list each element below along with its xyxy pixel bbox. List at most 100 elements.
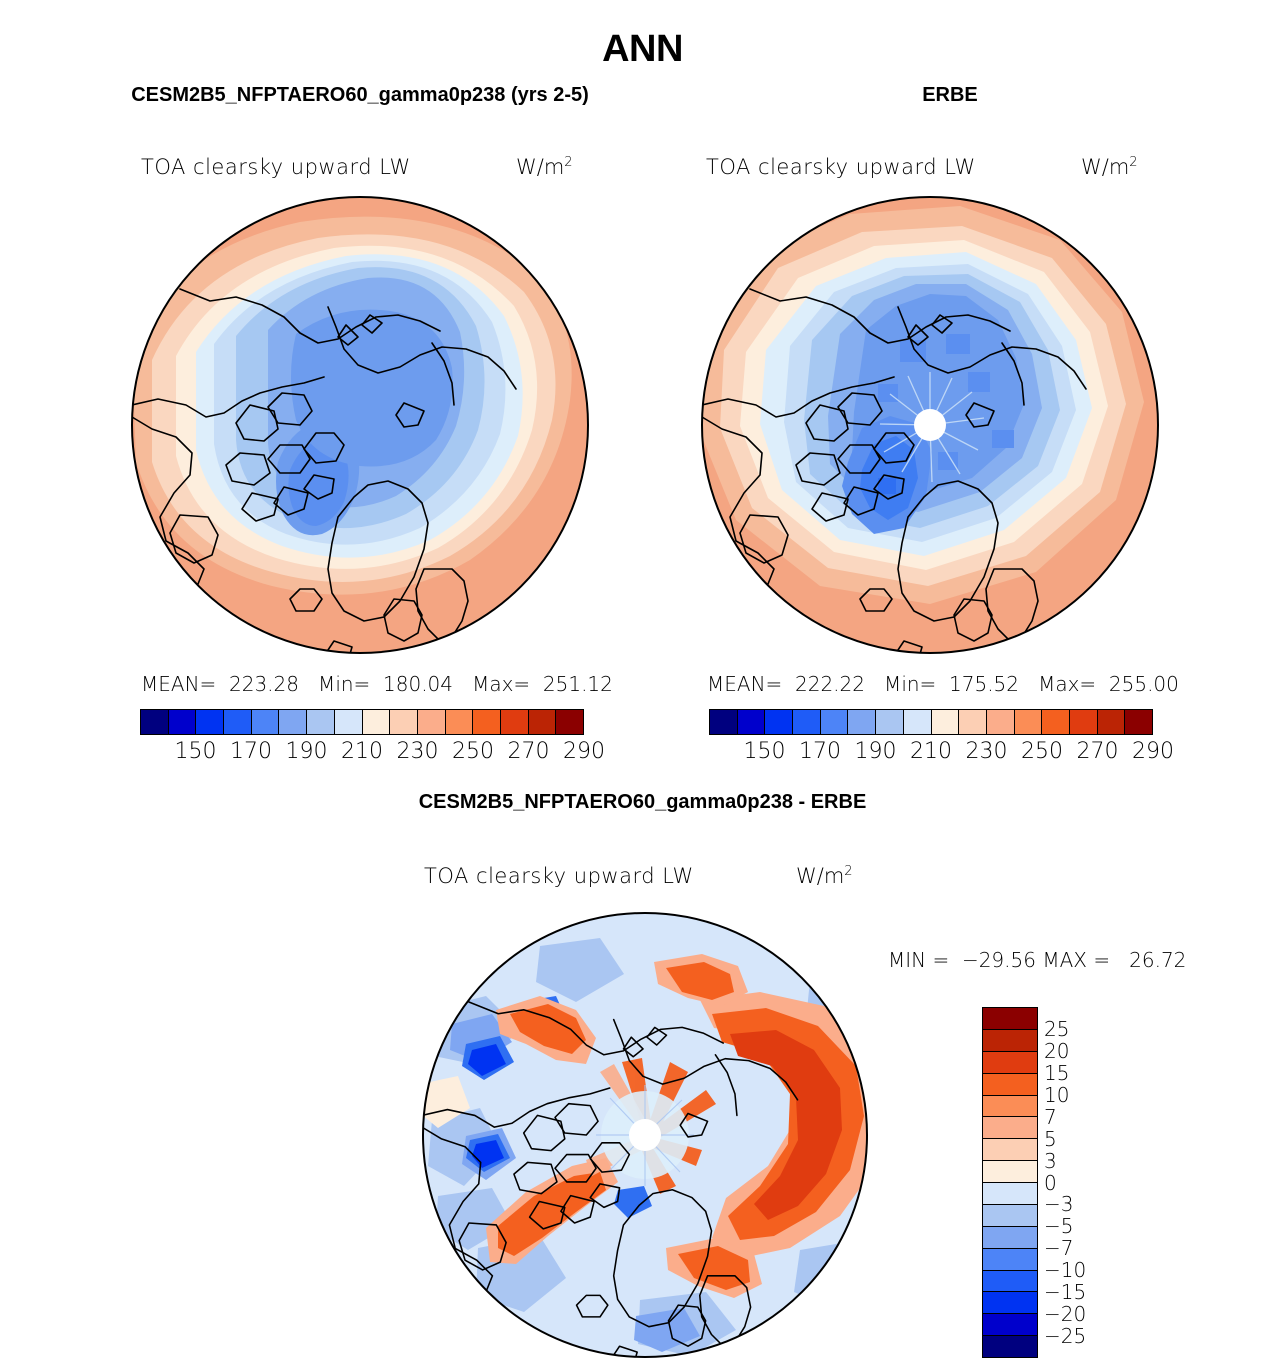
colorbar-cell: [444, 710, 473, 734]
colorbar-tick-label: 230: [965, 739, 1008, 764]
colorbar-tick-label: 290: [563, 739, 605, 764]
page-title: ANN: [602, 28, 683, 70]
colorbar-tick-label: −3: [1044, 1192, 1074, 1217]
right-variable-label: TOA clearsky upward LW: [706, 155, 976, 179]
colorbar-tick-label: −25: [1044, 1324, 1087, 1349]
colorbar-cell: [527, 710, 556, 734]
colorbar-tick-label: 190: [854, 739, 897, 764]
colorbar-tick-label: 7: [1044, 1104, 1057, 1129]
diff-units-text: W/m: [796, 864, 845, 888]
right-pole-data-gap: [914, 409, 946, 441]
colorbar-tick-label: 210: [341, 739, 383, 764]
colorbar-cell: [389, 710, 417, 734]
right-colorbar-labels: 150 170 190 210 230 250 270 290: [709, 739, 1175, 769]
colorbar-cell: [223, 710, 251, 734]
diff-pole-data-gap: [629, 1119, 661, 1151]
colorbar-cell: [875, 710, 903, 734]
colorbar-cell: [847, 710, 876, 734]
left-panel-title: CESM2B5_NFPTAERO60_gamma0p238 (yrs 2-5): [131, 84, 589, 106]
colorbar-tick-label: −10: [1044, 1258, 1087, 1283]
colorbar-cell: [278, 710, 307, 734]
colorbar-cell: [958, 710, 986, 734]
colorbar-tick-label: 270: [1076, 739, 1119, 764]
left-map-outline: [131, 196, 589, 654]
diff-map-outline: [422, 912, 868, 1358]
colorbar-tick-label: −5: [1044, 1214, 1074, 1239]
colorbar-cell: [361, 710, 390, 734]
colorbar-cell: [983, 1160, 1037, 1182]
colorbar-tick-label: 270: [507, 739, 550, 764]
colorbar-cell: [792, 710, 820, 734]
colorbar-cell: [902, 710, 931, 734]
colorbar-tick-label: 250: [452, 739, 494, 764]
colorbar-cell: [416, 710, 445, 734]
colorbar-cell: [983, 1050, 1037, 1073]
colorbar-tick-label: 5: [1044, 1126, 1057, 1151]
colorbar-cell: [983, 1008, 1037, 1029]
colorbar-cell: [819, 710, 848, 734]
right-panel-title: ERBE: [922, 84, 978, 106]
colorbar-cell: [1096, 710, 1125, 734]
colorbar-cell: [306, 710, 334, 734]
right-units-text: W/m: [1081, 155, 1130, 179]
left-variable-label: TOA clearsky upward LW: [141, 155, 411, 179]
colorbar-tick-label: −7: [1044, 1236, 1074, 1261]
colorbar-tick-label: 250: [1021, 739, 1063, 764]
colorbar-cell: [736, 710, 765, 734]
colorbar-cell: [472, 710, 500, 734]
colorbar-cell: [983, 1182, 1037, 1204]
colorbar-tick-label: 170: [230, 739, 272, 764]
diff-minmax-stats: MIN = −29.56 MAX = 26.72: [888, 948, 1187, 972]
map-diff: [422, 912, 868, 1358]
diff-units-exponent: 2: [844, 864, 853, 879]
colorbar-cell: [983, 1138, 1037, 1161]
colorbar-cell: [710, 710, 737, 734]
colorbar-cell: [167, 710, 196, 734]
colorbar-cell: [141, 710, 168, 734]
colorbar-cell: [983, 1225, 1037, 1248]
diff-variable-label: TOA clearsky upward LW: [424, 864, 694, 888]
right-stats: MEAN= 222.22 Min= 175.52 Max= 255.00: [707, 672, 1179, 696]
colorbar-tick-label: −20: [1044, 1302, 1087, 1327]
colorbar-tick-label: 15: [1044, 1060, 1070, 1085]
map-left: [131, 196, 589, 654]
colorbar-cell: [983, 1335, 1037, 1357]
colorbar-cell: [1041, 710, 1069, 734]
left-colorbar: [140, 709, 584, 735]
colorbar-cell: [983, 1313, 1037, 1336]
colorbar-cell: [983, 1094, 1037, 1117]
colorbar-cell: [764, 710, 793, 734]
colorbar-tick-label: 210: [910, 739, 952, 764]
map-right: [701, 196, 1159, 654]
colorbar-tick-label: 290: [1132, 739, 1174, 764]
colorbar-tick-label: 230: [396, 739, 439, 764]
colorbar-cell: [983, 1072, 1037, 1095]
colorbar-cell: [1124, 710, 1152, 734]
colorbar-cell: [983, 1269, 1037, 1292]
colorbar-tick-label: 170: [799, 739, 841, 764]
diff-units-label: W/m2: [796, 864, 853, 888]
colorbar-tick-label: 0: [1044, 1170, 1057, 1195]
colorbar-cell: [983, 1028, 1037, 1051]
left-colorbar-labels: 150 170 190 210 230 250 270 290: [140, 739, 606, 769]
left-stats: MEAN= 223.28 Min= 180.04 Max= 251.12: [141, 672, 613, 696]
colorbar-tick-label: 150: [743, 739, 786, 764]
colorbar-cell: [555, 710, 583, 734]
colorbar-tick-label: 150: [174, 739, 217, 764]
left-units-text: W/m: [516, 155, 565, 179]
colorbar-cell: [1068, 710, 1097, 734]
right-map-outline: [701, 196, 1159, 654]
right-units-exponent: 2: [1129, 155, 1138, 170]
diff-panel-title: CESM2B5_NFPTAERO60_gamma0p238 - ERBE: [418, 791, 867, 813]
colorbar-cell: [333, 710, 362, 734]
colorbar-cell: [250, 710, 279, 734]
right-units-label: W/m2: [1081, 155, 1138, 179]
colorbar-cell: [930, 710, 959, 734]
colorbar-cell: [983, 1203, 1037, 1226]
colorbar-cell: [983, 1291, 1037, 1314]
colorbar-tick-label: 3: [1044, 1148, 1057, 1173]
colorbar-tick-label: −15: [1044, 1280, 1087, 1305]
colorbar-tick-label: 10: [1044, 1082, 1070, 1107]
colorbar-cell: [1013, 710, 1042, 734]
